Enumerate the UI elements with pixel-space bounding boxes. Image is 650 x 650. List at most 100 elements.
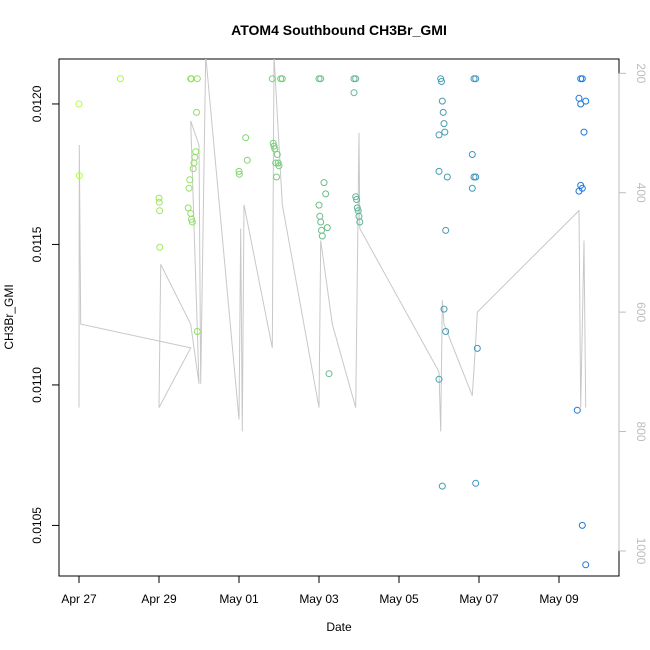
data-point — [273, 173, 280, 181]
data-point — [352, 193, 360, 201]
data-point — [352, 75, 360, 83]
pressure-line-group — [78, 59, 587, 432]
data-point — [242, 134, 250, 142]
data-point — [268, 75, 276, 83]
data-point — [322, 190, 330, 198]
data-point — [582, 561, 590, 569]
data-point — [577, 100, 585, 108]
data-point — [235, 170, 243, 178]
data-point — [473, 344, 481, 352]
data-point — [578, 184, 586, 192]
data-point — [437, 75, 445, 83]
data-point — [472, 479, 480, 487]
data-point — [184, 204, 192, 212]
data-point — [435, 131, 443, 139]
data-point — [435, 167, 443, 175]
x-tick-label: May 09 — [539, 592, 579, 606]
data-point — [75, 100, 83, 108]
data-point — [440, 305, 448, 313]
data-point — [438, 78, 445, 85]
data-point — [443, 173, 451, 181]
data-point — [185, 184, 193, 192]
data-point — [317, 75, 325, 83]
x-tick-label: Apr 29 — [141, 592, 177, 606]
plot-frame — [58, 58, 620, 577]
data-point — [578, 521, 586, 529]
x-tick-label: May 03 — [299, 592, 339, 606]
x-axis: Apr 27 Apr 29 May 01 May 03 May 05 May 07 May … — [61, 575, 579, 606]
x-tick-label: May 01 — [219, 592, 259, 606]
data-point — [188, 218, 196, 226]
data-markers-group — [75, 75, 590, 569]
data-point — [315, 201, 323, 209]
data-point — [442, 226, 450, 234]
data-point — [435, 375, 443, 383]
y-axis-label: CH3Br_GMI — [2, 284, 16, 349]
data-point — [271, 145, 279, 153]
y2-tick-label: 600 — [634, 302, 648, 322]
data-point — [323, 224, 331, 232]
data-point — [192, 148, 200, 156]
data-point — [356, 218, 364, 226]
data-point — [273, 151, 281, 158]
x-tick-label: May 07 — [459, 592, 499, 606]
data-point — [116, 75, 124, 83]
data-point — [274, 159, 282, 167]
data-point — [468, 151, 476, 158]
y2-tick-label: 800 — [634, 422, 648, 442]
y-tick-label: 0.0120 — [30, 85, 44, 122]
data-point — [320, 179, 328, 187]
data-point — [580, 128, 588, 136]
y2-axis: 200 400 600 800 1000 — [618, 63, 648, 565]
data-point — [191, 153, 199, 161]
plot-area — [58, 58, 620, 577]
data-point — [156, 243, 164, 251]
data-point — [353, 196, 360, 203]
y2-tick-label: 200 — [634, 63, 648, 83]
data-point — [155, 194, 163, 202]
data-point — [350, 89, 358, 97]
data-point — [440, 120, 448, 128]
data-point — [578, 75, 586, 83]
data-point — [472, 173, 480, 181]
data-point — [235, 167, 243, 175]
data-point — [573, 406, 581, 414]
data-point — [438, 482, 446, 490]
data-point — [355, 212, 363, 220]
data-point — [278, 75, 286, 83]
data-point — [575, 94, 583, 102]
data-point — [193, 328, 201, 335]
data-point — [189, 165, 197, 173]
pressure-line — [78, 59, 587, 432]
data-point — [188, 215, 195, 223]
x-axis-label: Date — [326, 620, 352, 634]
y2-tick-label: 400 — [634, 183, 648, 203]
data-point — [193, 75, 201, 83]
y-tick-label: 0.0105 — [30, 507, 44, 544]
data-point — [75, 172, 83, 180]
data-point — [325, 370, 333, 378]
data-point — [582, 97, 590, 105]
y2-tick-label: 1000 — [634, 538, 648, 565]
data-point — [318, 232, 326, 240]
data-point — [155, 198, 163, 206]
data-point — [186, 176, 194, 184]
data-point — [468, 184, 476, 192]
y-axis: 0.0105 0.0110 0.0115 0.0120 — [30, 85, 60, 544]
data-point — [270, 142, 278, 150]
x-tick-label: May 05 — [379, 592, 419, 606]
data-point — [472, 75, 480, 83]
data-point — [318, 226, 325, 234]
data-point — [441, 128, 449, 136]
x-tick-label: Apr 27 — [61, 592, 97, 606]
data-point — [243, 156, 251, 164]
data-point — [442, 328, 450, 335]
data-point — [439, 108, 447, 116]
data-point — [275, 162, 283, 170]
data-point — [193, 108, 200, 116]
data-point — [317, 218, 325, 226]
y-tick-label: 0.0110 — [30, 367, 44, 403]
data-point — [438, 97, 446, 105]
data-point — [156, 207, 164, 215]
data-point — [187, 210, 195, 217]
